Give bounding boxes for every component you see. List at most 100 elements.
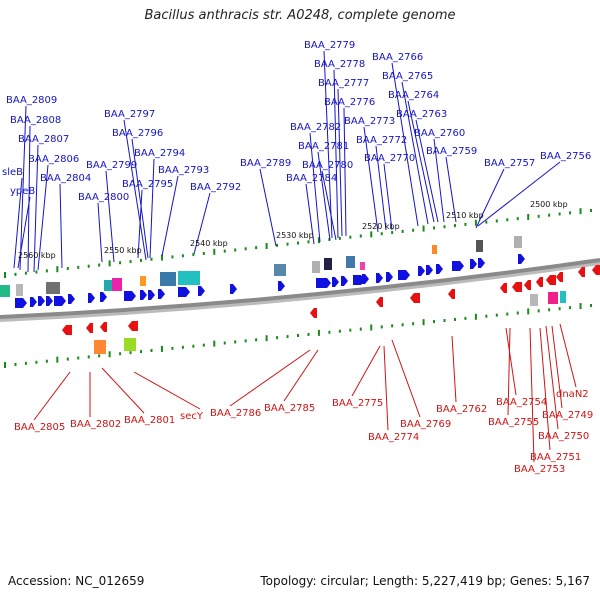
gene-label: BAA_2799: [86, 160, 137, 171]
tick: [119, 352, 122, 356]
tick: [506, 312, 509, 316]
tick: [317, 329, 320, 336]
forward-gene-arrow: [478, 258, 485, 268]
genome-summary: Topology: circular; Length: 5,227,419 bp…: [260, 574, 590, 588]
tick: [370, 324, 373, 331]
gene-label: BAA_2750: [538, 431, 589, 442]
tick: [87, 264, 90, 268]
tick: [474, 313, 477, 320]
gene-label: BAA_2779: [304, 40, 355, 51]
tick: [558, 212, 561, 216]
label-leader-line: [415, 119, 439, 223]
forward-gene-arrow: [418, 266, 425, 276]
reverse-gene-arrow: [376, 297, 383, 307]
label-leader-line: [333, 69, 339, 239]
gene-label: BAA_2785: [264, 403, 315, 414]
gene-feature-block: [274, 264, 286, 276]
tick: [391, 231, 394, 235]
tick: [213, 248, 216, 255]
tick: [328, 330, 331, 334]
reverse-gene-arrow: [410, 293, 420, 303]
forward-gene-arrow: [324, 278, 331, 288]
tick: [276, 336, 279, 340]
forward-gene-arrow: [148, 290, 155, 300]
gene-label: BAA_2780: [302, 160, 353, 171]
tick: [35, 360, 38, 364]
scale-label: 2510 kbp: [446, 211, 484, 220]
tick: [495, 313, 498, 317]
gene-label: BAA_2775: [332, 398, 383, 409]
gene-label: BAA_2784: [286, 173, 337, 184]
gene-label: BAA_2802: [70, 419, 121, 430]
forward-gene-arrow: [88, 293, 95, 303]
forward-gene-arrow: [100, 292, 107, 302]
label-leader-line: [309, 132, 321, 243]
tick: [579, 208, 582, 215]
tick: [98, 263, 101, 267]
tick: [359, 327, 362, 331]
forward-gene-arrow: [426, 265, 433, 275]
tick: [45, 359, 48, 363]
gene-label: BAA_2772: [356, 135, 407, 146]
tick: [265, 335, 268, 342]
forward-gene-arrow: [362, 274, 369, 284]
tick: [527, 213, 530, 220]
gene-label: BAA_2796: [112, 128, 163, 139]
label-leader-line: [445, 156, 457, 223]
gene-feature-block: [140, 276, 146, 286]
forward-gene-arrow: [332, 277, 339, 287]
gene-label: BAA_2789: [240, 158, 291, 169]
label-leader-line: [475, 168, 505, 229]
tick: [485, 314, 488, 318]
gene-feature-block: [112, 278, 122, 291]
gene-label: BAA_2776: [324, 97, 375, 108]
forward-gene-arrow: [470, 259, 477, 269]
tick: [590, 209, 592, 212]
gene-feature-block: [16, 284, 23, 296]
label-leader-line: [507, 327, 511, 416]
tick: [338, 329, 341, 333]
gene-label: BAA_2800: [78, 192, 129, 203]
tick: [443, 319, 446, 322]
tick: [150, 257, 153, 261]
forward-gene-arrow: [452, 261, 464, 271]
label-leader-line: [101, 367, 145, 414]
tick: [464, 316, 467, 320]
tick: [192, 253, 195, 257]
accession-text: Accession: NC_012659: [8, 574, 145, 588]
label-leader-line: [305, 183, 315, 245]
label-leader-line: [283, 349, 319, 402]
tick: [317, 237, 320, 244]
gene-label: BAA_2795: [122, 179, 173, 190]
tick: [66, 267, 69, 271]
tick: [244, 339, 247, 343]
gene-label: BAA_2763: [396, 109, 447, 120]
forward-gene-arrow: [436, 264, 443, 274]
tick: [422, 319, 425, 326]
gene-label: BAA_2754: [496, 397, 547, 408]
reverse-gene-arrow: [546, 275, 556, 285]
label-leader-line: [33, 144, 39, 273]
reverse-gene-arrow: [592, 265, 600, 275]
gene-label: BAA_2753: [514, 464, 565, 475]
gene-label: BAA_2755: [488, 417, 539, 428]
reverse-gene-arrow: [524, 280, 531, 290]
forward-gene-arrow: [54, 296, 66, 306]
label-leader-line: [97, 202, 103, 263]
gene-feature-block: [360, 262, 365, 270]
tick: [223, 341, 226, 345]
reverse-gene-arrow: [100, 322, 107, 332]
tick: [548, 213, 551, 217]
tick: [181, 345, 184, 349]
tick-marks: [4, 208, 592, 368]
tick: [77, 265, 80, 269]
tick: [14, 272, 17, 276]
label-leader-line: [123, 119, 147, 261]
label-leader-line: [539, 327, 551, 451]
gene-label: BAA_2781: [298, 141, 349, 152]
label-leader-line: [149, 158, 155, 259]
tick: [286, 242, 289, 246]
tick: [213, 340, 216, 347]
tick: [474, 219, 477, 226]
